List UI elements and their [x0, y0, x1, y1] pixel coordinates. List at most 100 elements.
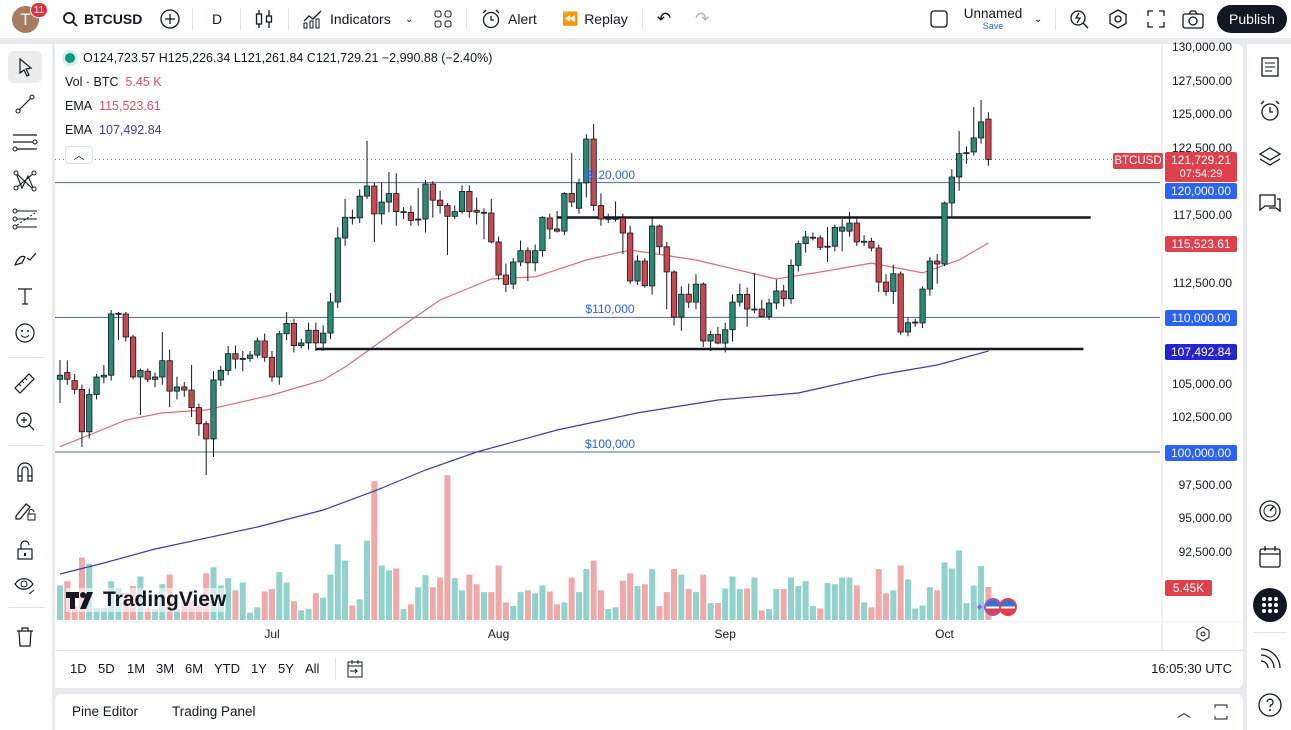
templates-button[interactable]	[434, 0, 452, 38]
economic-events[interactable]: ✦	[975, 598, 1018, 616]
ema-legend-1[interactable]: EMA 115,523.61	[65, 99, 161, 113]
compare-symbol-button[interactable]	[159, 0, 181, 38]
volume-bar	[364, 540, 371, 620]
settings-button[interactable]	[1107, 0, 1129, 38]
undo-button[interactable]: ↶	[657, 0, 671, 38]
us-flag-icon[interactable]	[999, 598, 1018, 616]
candle-up	[729, 301, 736, 331]
alert-button[interactable]: Alert	[480, 0, 537, 38]
calendar-button[interactable]	[1255, 542, 1285, 572]
watchlist-button[interactable]	[1255, 52, 1285, 82]
volume-bar	[495, 565, 502, 620]
volume-bar	[744, 588, 751, 620]
ideas-button[interactable]	[1255, 496, 1285, 526]
emoji-tool[interactable]	[8, 317, 42, 349]
price-tick: 105,000.00	[1171, 376, 1232, 391]
candle-down	[868, 240, 875, 249]
range-3m[interactable]: 3M	[156, 661, 175, 676]
volume-bar	[970, 585, 977, 620]
snapshot-button[interactable]	[1182, 0, 1204, 38]
range-1y[interactable]: 1Y	[251, 661, 267, 676]
candle-up	[583, 138, 590, 184]
layout-select-button[interactable]	[930, 0, 948, 38]
candle-up	[963, 152, 970, 155]
indicators-button[interactable]: Indicators	[302, 0, 391, 38]
visibility-tool[interactable]	[8, 569, 42, 601]
quick-search-button[interactable]	[1068, 0, 1090, 38]
axis-settings-button[interactable]	[1195, 626, 1211, 645]
trend-line-tool[interactable]	[8, 88, 42, 120]
tradingview-watermark: TradingView	[66, 588, 227, 612]
horizontal-lines-tool[interactable]	[8, 126, 42, 158]
candle-down	[473, 209, 480, 213]
volume-bar	[225, 578, 232, 620]
trading-panel-tab[interactable]: Trading Panel	[172, 704, 256, 719]
interval-button[interactable]: D	[212, 0, 222, 38]
range-5d[interactable]: 5D	[98, 661, 115, 676]
candle-down	[714, 334, 722, 344]
alarm-clock-icon	[1260, 100, 1280, 121]
zoom-in-icon	[16, 412, 35, 431]
volume-legend[interactable]: Vol · BTC 5.45 K	[65, 75, 162, 89]
save-link[interactable]: Save	[982, 21, 1004, 31]
level-label[interactable]: $120,000	[584, 167, 636, 182]
chats-button[interactable]	[1255, 188, 1285, 218]
range-all[interactable]: All	[305, 661, 320, 676]
layout-name[interactable]: Unnamed Save	[962, 6, 1024, 31]
clock-timezone[interactable]: 16:05:30 UTC	[1151, 661, 1232, 676]
symbol-search[interactable]: BTCUSD	[62, 0, 142, 38]
alerts-button[interactable]	[1255, 96, 1285, 126]
candle-up	[575, 182, 583, 209]
products-button[interactable]	[1253, 588, 1287, 622]
candle-up	[977, 121, 985, 139]
help-button[interactable]	[1255, 690, 1285, 720]
pattern-tool[interactable]	[8, 165, 42, 197]
candle-down	[568, 193, 575, 203]
range-5y[interactable]: 5Y	[278, 661, 294, 676]
range-6m[interactable]: 6M	[185, 661, 204, 676]
remove-drawings-tool[interactable]	[8, 621, 42, 653]
signals-button[interactable]	[1255, 644, 1285, 674]
range-1d[interactable]: 1D	[70, 661, 87, 676]
cursor-tool[interactable]	[8, 51, 42, 83]
candle-up	[948, 176, 955, 204]
collapse-legend-button[interactable]: ︿	[65, 146, 93, 164]
text-tool[interactable]	[8, 280, 42, 312]
fullscreen-icon	[1147, 10, 1165, 28]
layout-dropdown[interactable]: ⌄	[1034, 0, 1042, 38]
fib-retracement-tool[interactable]	[8, 203, 42, 235]
lock-tool[interactable]	[8, 534, 42, 566]
magnet-tool[interactable]	[8, 456, 42, 488]
volume-bar	[926, 587, 933, 620]
candle-down	[590, 138, 597, 206]
redo-button[interactable]: ↷	[695, 0, 709, 38]
volume-bar	[729, 576, 736, 620]
chart-type-button[interactable]	[255, 0, 273, 38]
object-tree-button[interactable]	[1255, 142, 1285, 172]
ema-legend-2[interactable]: EMA 107,492.84	[65, 123, 162, 137]
candle-down	[882, 281, 890, 292]
level-label[interactable]: $100,000	[584, 437, 636, 451]
fullscreen-button[interactable]	[1146, 0, 1166, 38]
chart-panel[interactable]	[55, 44, 1243, 688]
indicators-dropdown[interactable]: ⌄	[405, 0, 413, 38]
range-1m[interactable]: 1M	[127, 661, 146, 676]
measure-tool[interactable]	[8, 367, 42, 399]
lock-drawings-tool[interactable]	[8, 495, 42, 527]
candle-down	[758, 308, 765, 317]
brush-tool[interactable]	[8, 242, 42, 274]
publish-button[interactable]: Publish	[1217, 5, 1287, 33]
replay-button[interactable]: ⏪ Replay	[562, 0, 628, 38]
candle-up	[904, 322, 912, 333]
volume-bar	[298, 610, 305, 620]
maximize-panel-button[interactable]	[1213, 703, 1229, 724]
level-label[interactable]: $110,000	[585, 302, 635, 317]
volume-bar	[773, 589, 780, 620]
pine-editor-tab[interactable]: Pine Editor	[72, 704, 139, 719]
zoom-in-tool[interactable]	[8, 405, 42, 437]
go-to-date-button[interactable]	[346, 659, 364, 682]
range-ytd[interactable]: YTD	[214, 661, 240, 676]
expand-panel-button[interactable]: ︿	[1177, 702, 1191, 722]
volume-bar	[254, 607, 261, 620]
